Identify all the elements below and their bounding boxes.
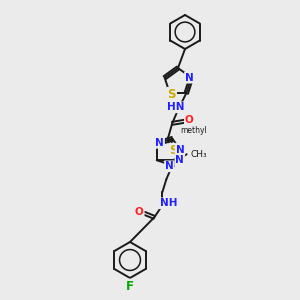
Text: methyl: methyl <box>180 126 207 135</box>
Text: F: F <box>126 280 134 292</box>
Text: N: N <box>165 161 174 171</box>
Text: N: N <box>176 145 184 155</box>
Text: O: O <box>135 207 144 217</box>
Text: NH: NH <box>160 198 177 208</box>
Text: N: N <box>185 73 194 83</box>
Text: S: S <box>167 88 176 101</box>
Text: N: N <box>175 155 184 165</box>
Text: S: S <box>169 144 178 157</box>
Text: O: O <box>185 115 194 125</box>
Text: HN: HN <box>167 102 185 112</box>
Text: CH₃: CH₃ <box>191 150 207 159</box>
Text: N: N <box>155 138 164 148</box>
